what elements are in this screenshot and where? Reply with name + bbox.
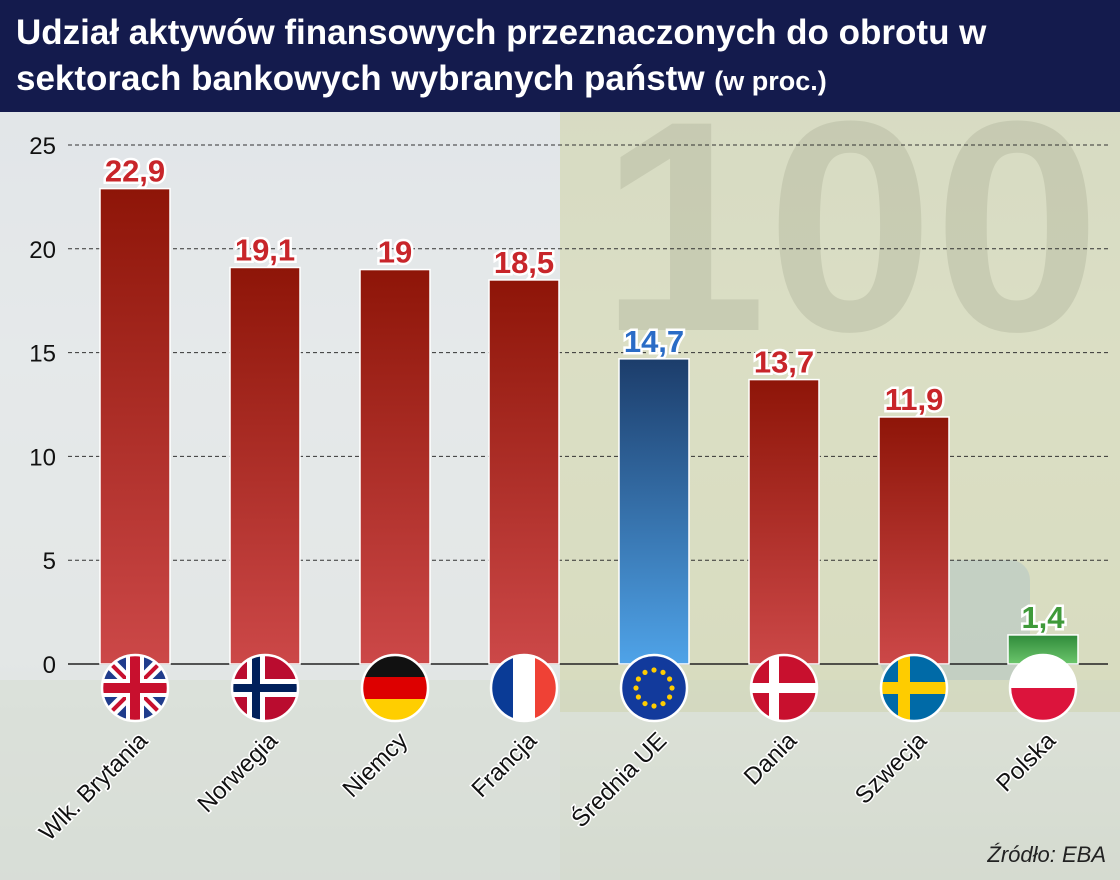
x-category-label: Niemcy [338, 727, 414, 803]
data-label: 19,1 [235, 232, 295, 267]
data-label: 19 [378, 235, 412, 270]
x-category-label: Wlk. Brytania [34, 727, 154, 847]
svg-text:100: 100 [600, 58, 1101, 394]
x-category-label: Dania [739, 727, 803, 791]
x-category-label: Polska [991, 727, 1061, 797]
bar-6 [748, 378, 820, 665]
source-note: Źródło: EBA [987, 842, 1106, 867]
flag-sweden-icon [879, 653, 949, 723]
flag-germany-icon [360, 653, 430, 723]
bar-3 [359, 268, 431, 665]
flag-france-icon [489, 653, 559, 723]
y-tick-label: 0 [43, 652, 56, 679]
x-category-label: Norwegia [192, 727, 283, 818]
y-tick-label: 5 [43, 548, 56, 575]
data-label: 11,9 [885, 382, 944, 417]
bar-2 [229, 266, 301, 665]
y-tick-label: 25 [29, 133, 56, 160]
bar-7 [878, 416, 950, 665]
data-label: 1,4 [1021, 600, 1065, 635]
bar-4 [488, 279, 560, 665]
flag-denmark-icon [749, 653, 819, 723]
data-label: 13,7 [754, 345, 814, 380]
y-tick-label: 10 [29, 444, 56, 471]
chart-title: Udział aktywów finansowych przeznaczonyc… [16, 10, 1106, 104]
bar-chart: 0 5 10 15 20 25 22,9 19,1 19 18,5 14,7 13,7 11,9 1,4… [29, 133, 1108, 848]
x-category-label: Szwecja [850, 727, 933, 810]
bar-5 [618, 358, 690, 665]
flag-eu-icon [619, 653, 689, 723]
header-bar: Udział aktywów finansowych przeznaczonyc… [0, 0, 1120, 112]
data-label: 18,5 [494, 245, 554, 280]
chart-title-unit: (w proc.) [714, 66, 827, 96]
chart-title-main: Udział aktywów finansowych przeznaczonyc… [16, 13, 987, 98]
y-tick-label: 15 [29, 341, 56, 368]
bar-1 [99, 187, 171, 665]
flag-norway-icon [230, 653, 300, 723]
data-label: 22,9 [105, 154, 165, 189]
y-tick-label: 20 [29, 237, 56, 264]
x-category-label: Francja [467, 727, 543, 803]
data-label: 14,7 [624, 324, 684, 359]
x-category-label: Średnia UE [566, 726, 673, 833]
